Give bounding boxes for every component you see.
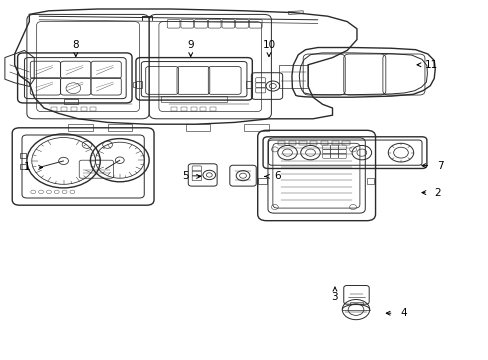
- Text: 5: 5: [182, 171, 189, 181]
- Text: 1: 1: [23, 162, 30, 172]
- Text: 7: 7: [436, 161, 443, 171]
- Text: 8: 8: [72, 40, 79, 50]
- Text: 11: 11: [424, 60, 437, 70]
- Text: 9: 9: [187, 40, 194, 50]
- Text: 3: 3: [331, 292, 338, 302]
- Text: 4: 4: [399, 308, 406, 318]
- Text: 2: 2: [433, 188, 440, 198]
- Text: 6: 6: [274, 171, 281, 181]
- Text: 10: 10: [262, 40, 275, 50]
